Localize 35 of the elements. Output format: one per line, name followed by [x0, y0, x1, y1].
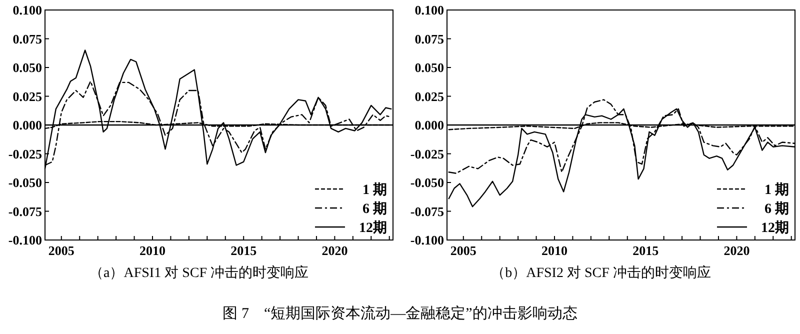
- legend-label: 1 期: [362, 182, 387, 198]
- legend-label: 12期: [359, 220, 387, 236]
- x-tick-label: 2020: [724, 243, 750, 258]
- y-tick-label: 0.050: [414, 60, 444, 75]
- y-tick-label: -0.050: [8, 175, 42, 190]
- y-tick-label: 0.100: [414, 2, 444, 18]
- y-tick-label: 0.025: [12, 88, 42, 104]
- x-tick-label: 2005: [450, 243, 477, 258]
- legend-label: 6 期: [362, 201, 387, 217]
- y-tick-label: -0.025: [8, 146, 42, 162]
- legend-label: 1 期: [764, 182, 789, 198]
- y-tick-label: 0.025: [414, 88, 444, 104]
- y-tick-label: -0.025: [410, 146, 444, 162]
- legend-label: 12期: [761, 220, 789, 236]
- y-tick-label: -0.075: [410, 204, 444, 219]
- caption: 图 7 “短期国际资本流动—金融稳定”的冲击影响动态: [222, 305, 578, 322]
- x-tick-label: 2020: [322, 243, 348, 258]
- y-tick-label: 0.050: [12, 60, 42, 75]
- x-tick-label: 2010: [139, 243, 166, 258]
- legend-label: 6 期: [764, 201, 789, 217]
- text: （a）AFSI1 对 SCF 冲击的时变响应: [90, 265, 308, 281]
- y-tick-label: -0.100: [410, 232, 444, 248]
- y-tick-label: -0.075: [8, 204, 42, 219]
- x-tick-label: 2005: [48, 243, 75, 258]
- y-tick-label: 0.100: [12, 2, 42, 18]
- x-tick-label: 2010: [541, 243, 568, 258]
- y-tick-label: 0.000: [414, 118, 444, 132]
- y-tick-label: -0.050: [410, 175, 444, 190]
- y-tick-label: -0.100: [8, 232, 42, 248]
- text: （b）AFSI2 对 SCF 冲击的时变响应: [491, 265, 711, 281]
- x-tick-label: 2015: [230, 243, 258, 258]
- x-tick-label: 2015: [632, 243, 660, 258]
- y-tick-label: 0.075: [414, 31, 444, 46]
- y-tick-label: 0.075: [12, 31, 42, 46]
- y-tick-label: 0.000: [12, 118, 42, 132]
